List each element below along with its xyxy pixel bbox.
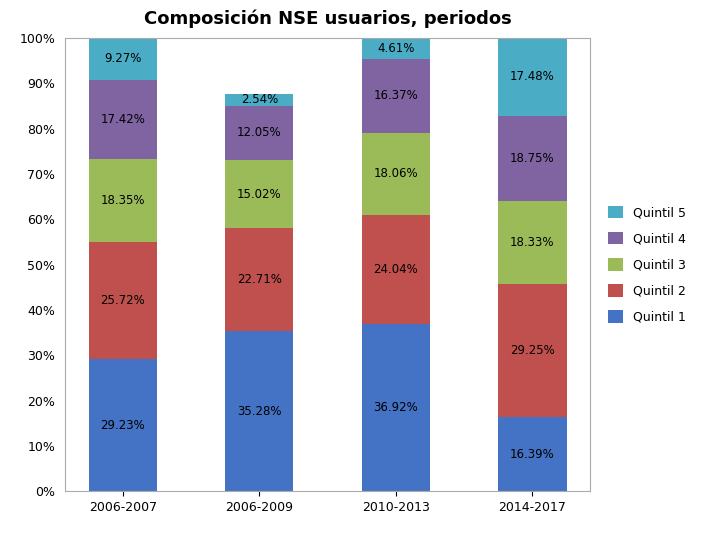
Text: 29.23%: 29.23% bbox=[101, 418, 145, 431]
Text: 2.54%: 2.54% bbox=[240, 93, 278, 106]
Bar bbox=[498, 417, 567, 491]
Bar bbox=[89, 242, 157, 359]
Bar bbox=[225, 228, 294, 332]
Text: 4.61%: 4.61% bbox=[377, 42, 415, 55]
Bar bbox=[498, 116, 567, 201]
Text: 9.27%: 9.27% bbox=[104, 52, 142, 65]
Text: 17.48%: 17.48% bbox=[510, 70, 554, 83]
Text: 25.72%: 25.72% bbox=[101, 294, 145, 307]
Text: 16.39%: 16.39% bbox=[510, 448, 554, 461]
Bar bbox=[89, 159, 157, 242]
Bar bbox=[498, 285, 567, 417]
Bar bbox=[225, 94, 294, 105]
Text: 35.28%: 35.28% bbox=[237, 405, 282, 418]
Text: 18.06%: 18.06% bbox=[374, 167, 418, 180]
Bar bbox=[361, 38, 430, 59]
Bar bbox=[89, 359, 157, 491]
Text: 24.04%: 24.04% bbox=[374, 263, 418, 276]
Text: 18.35%: 18.35% bbox=[101, 194, 145, 207]
Bar bbox=[498, 201, 567, 285]
Text: 18.33%: 18.33% bbox=[510, 237, 554, 249]
Text: 12.05%: 12.05% bbox=[237, 126, 282, 139]
Bar bbox=[361, 59, 430, 133]
Text: 29.25%: 29.25% bbox=[510, 344, 554, 357]
Bar bbox=[89, 80, 157, 159]
Text: 18.75%: 18.75% bbox=[510, 152, 554, 165]
Bar bbox=[89, 38, 157, 80]
Text: 36.92%: 36.92% bbox=[374, 401, 418, 414]
Bar bbox=[361, 133, 430, 215]
Bar bbox=[498, 37, 567, 116]
Text: 22.71%: 22.71% bbox=[237, 273, 282, 286]
Text: 15.02%: 15.02% bbox=[237, 188, 282, 201]
Text: 16.37%: 16.37% bbox=[374, 89, 418, 103]
Bar bbox=[225, 332, 294, 491]
Bar bbox=[225, 105, 294, 160]
Bar bbox=[361, 215, 430, 324]
Title: Composición NSE usuarios, periodos: Composición NSE usuarios, periodos bbox=[144, 9, 511, 28]
Bar bbox=[225, 160, 294, 228]
Legend: Quintil 5, Quintil 4, Quintil 3, Quintil 2, Quintil 1: Quintil 5, Quintil 4, Quintil 3, Quintil… bbox=[602, 199, 693, 330]
Bar bbox=[361, 324, 430, 491]
Text: 17.42%: 17.42% bbox=[100, 113, 145, 126]
